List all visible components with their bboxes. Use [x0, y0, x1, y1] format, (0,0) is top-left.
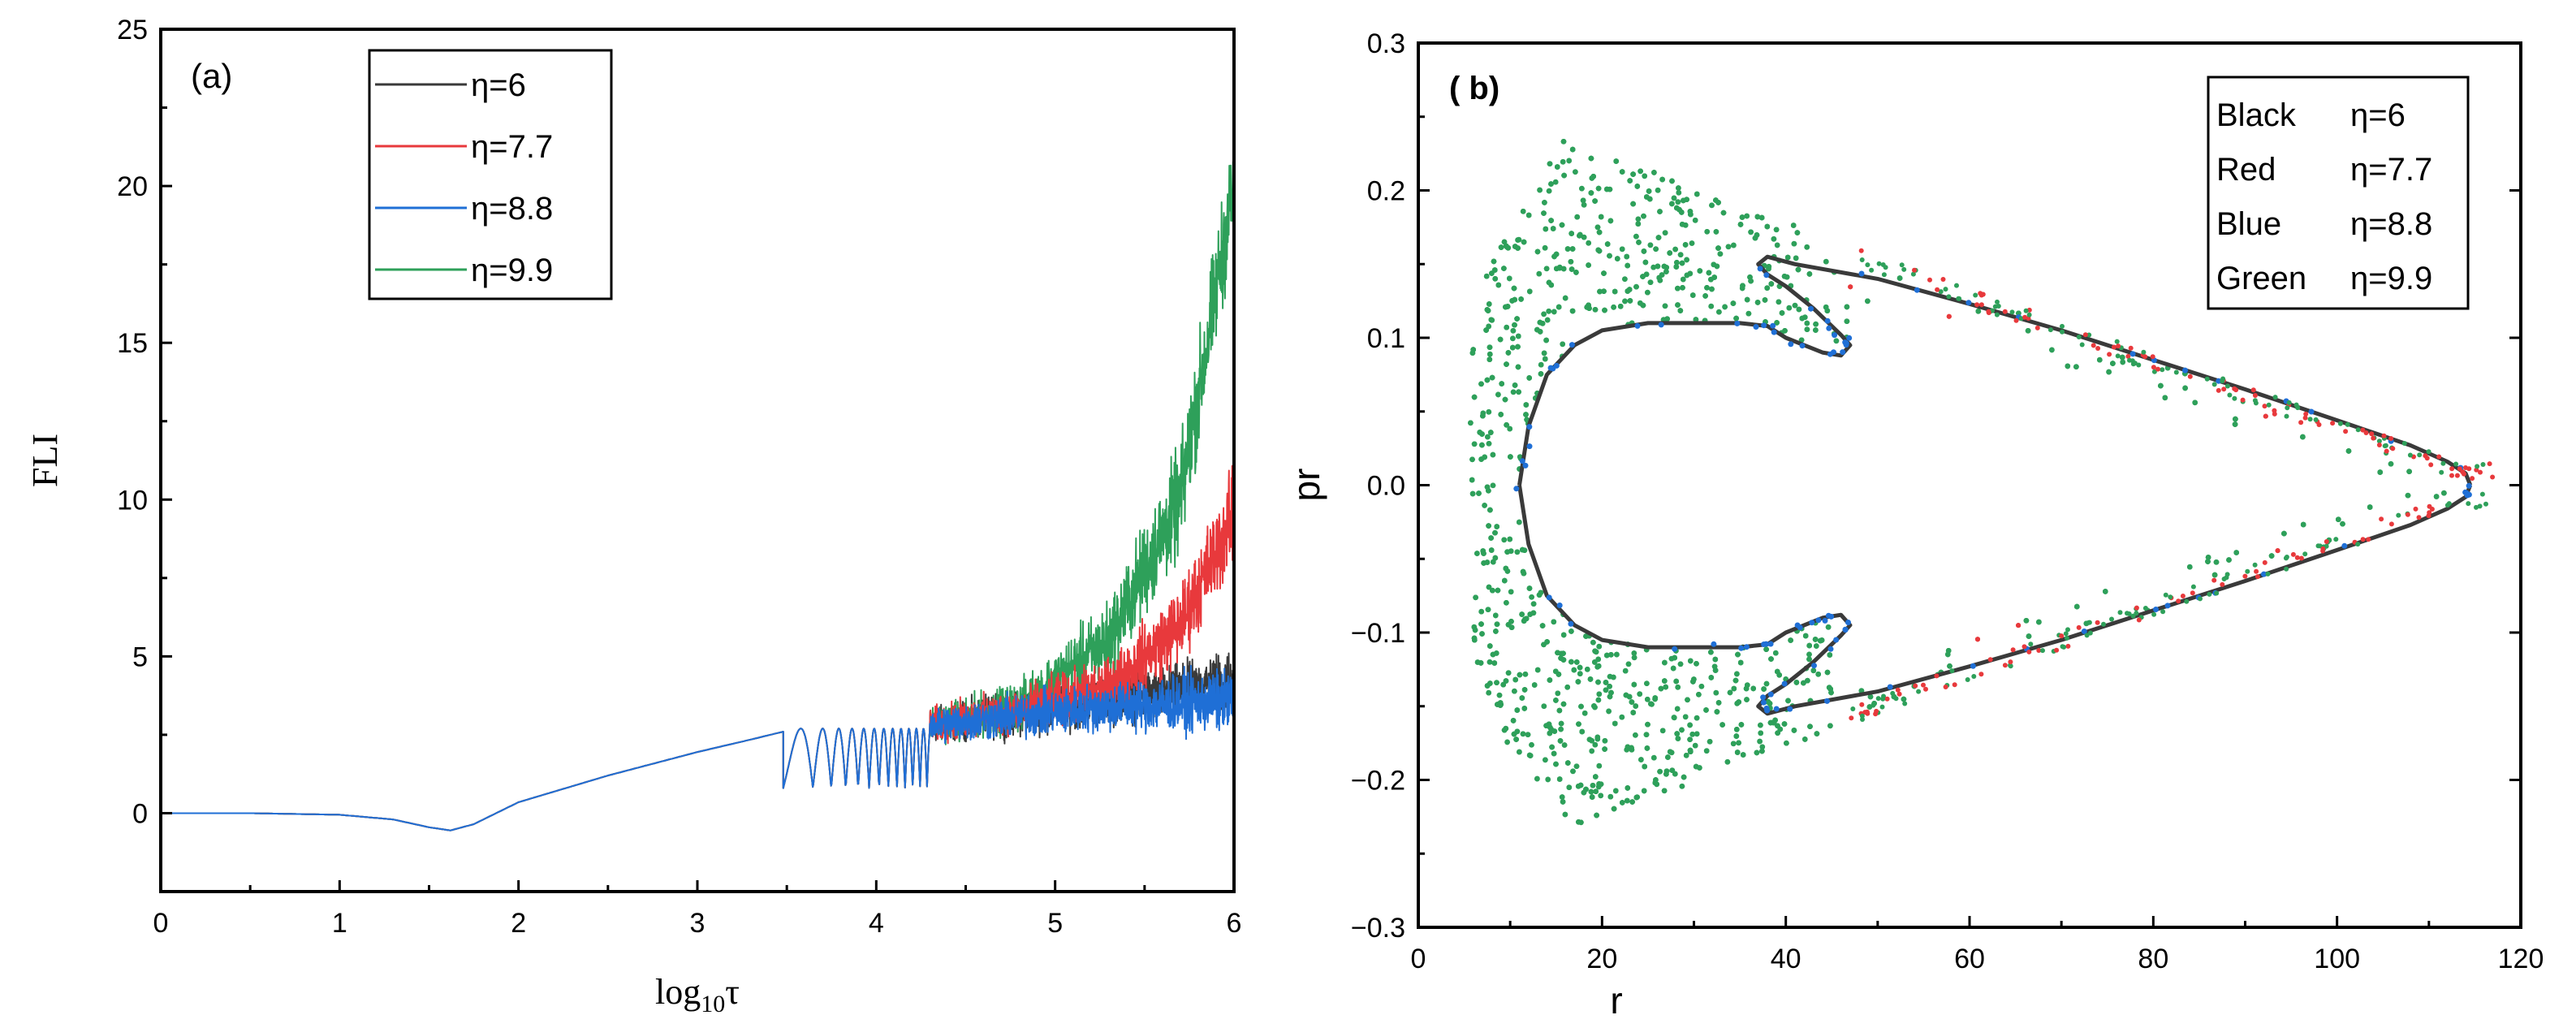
phase-point	[1946, 313, 1952, 319]
a-xtick-label: 4	[869, 908, 884, 939]
phase-point	[1975, 637, 1980, 642]
panel-b-phase-plot: 0 20 40 60 80 100 120−0.3−0.2−0.10.00.10.20.3 …	[1285, 28, 2544, 1022]
x-axis-label-subscript: 10	[701, 991, 725, 1017]
legend-label-eta-7.7: η=7.7	[471, 129, 553, 165]
a-ytick-label: 20	[117, 171, 148, 202]
a-ytick-label: 15	[117, 328, 148, 359]
panel-a-legend-box	[368, 49, 613, 300]
legend-label-eta-9.9: η=9.9	[471, 253, 553, 288]
panel-a-label: (a)	[191, 57, 232, 95]
a-ytick-label: 5	[132, 641, 148, 672]
a-xtick-label: 2	[511, 908, 526, 939]
phase-point	[1848, 284, 1853, 290]
legend-label-eta-8.8: η=8.8	[471, 191, 553, 227]
panel-a-axes: 0 1 2 3 4 5 6 0 5 10 15 20 25	[117, 15, 1241, 939]
panel-b-series-group	[1468, 139, 2496, 826]
a-xtick-label: 3	[690, 908, 705, 939]
panel-a-legend: η=6 η=7.7 η=8.8 η=9.9	[368, 49, 613, 300]
a-xtick-label: 6	[1227, 908, 1242, 939]
x-axis-label-base: log	[655, 972, 701, 1012]
fli-series-line	[161, 664, 1234, 831]
a-ytick-label: 0	[132, 798, 148, 829]
phase-point	[2016, 623, 2022, 628]
panel-a-x-axis-label: log10τ	[655, 972, 740, 1017]
fli-series-line	[161, 161, 1234, 831]
x-axis-label-variable: τ	[725, 972, 740, 1012]
a-xtick-label: 5	[1047, 908, 1063, 939]
phase-point	[2275, 548, 2280, 554]
fli-series-line	[161, 464, 1234, 831]
a-xtick-label: 1	[332, 908, 347, 939]
legend-label-eta-6: η=6	[471, 67, 526, 103]
panel-a-y-axis-label: FLI	[25, 434, 65, 487]
a-xtick-label: 0	[153, 908, 169, 939]
panel-a-series-group	[161, 161, 1234, 831]
phase-point	[2263, 413, 2268, 419]
a-ytick-label: 25	[117, 15, 148, 45]
panel-a-frame	[159, 28, 1236, 893]
a-ytick-label: 10	[117, 485, 148, 516]
